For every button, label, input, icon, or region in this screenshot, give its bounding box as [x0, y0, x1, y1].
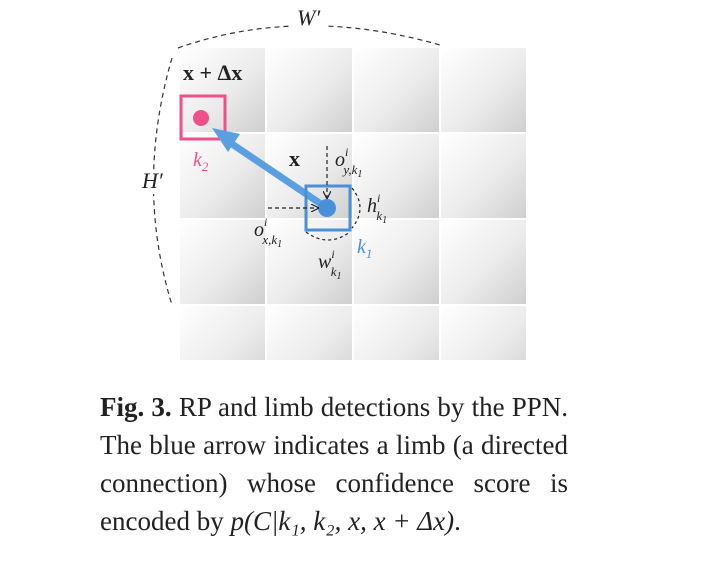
- ppn-diagram: W′ H′ x + Δx k2 x oi y,k1 oi x,k1 hi k1 wi k…: [140, 5, 526, 360]
- figure-number: Fig. 3.: [100, 392, 172, 422]
- grid-cell: [267, 306, 352, 360]
- grid-cell: [180, 220, 265, 304]
- caption-formula: p(C|k₁, k₂, x, x + Δx): [230, 506, 455, 536]
- grid-cell: [267, 220, 352, 304]
- grid-cell: [180, 134, 265, 218]
- x-label: x: [289, 146, 300, 171]
- w-bracket: [305, 231, 351, 241]
- grid-cell: [441, 306, 526, 360]
- k2-label: k2: [193, 149, 209, 174]
- grid-cell: [441, 134, 526, 218]
- k2-point: [193, 110, 209, 126]
- grid-cell: [354, 306, 439, 360]
- offset-x-label: oi x,k1: [254, 215, 282, 250]
- grid-cell: [441, 220, 526, 304]
- target-point-label: x + Δx: [183, 60, 242, 85]
- grid-cell: [354, 220, 439, 304]
- width-label: W′: [297, 5, 321, 30]
- k2-box: [179, 94, 227, 141]
- w-label: wi k1: [318, 247, 341, 282]
- limb-arrow-head: [212, 128, 240, 152]
- k1-label: k1: [357, 236, 372, 261]
- height-label: H′: [141, 168, 164, 193]
- grid-cell: [180, 306, 265, 360]
- caption-end: .: [454, 506, 461, 536]
- h-label: hi k1: [367, 191, 387, 226]
- figure-caption: Fig. 3. RP and limb detections by the PP…: [100, 388, 568, 540]
- grid-cell: [354, 48, 439, 132]
- grid-cell: [354, 134, 439, 218]
- caption-text: RP and limb detections by the PPN. The b…: [100, 392, 568, 536]
- grid: [180, 48, 526, 360]
- limb-arrow: [228, 140, 328, 210]
- grid-cell: [267, 48, 352, 132]
- offset-y-label: oi y,k1: [335, 145, 362, 180]
- k1-point: [318, 199, 336, 217]
- grid-cell: [441, 48, 526, 132]
